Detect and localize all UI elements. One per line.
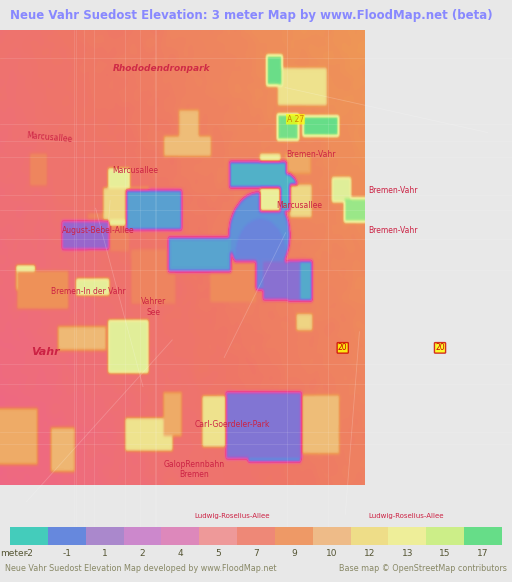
Text: Bremen-In der Vahr: Bremen-In der Vahr <box>51 288 126 296</box>
Text: Marcusallee: Marcusallee <box>113 165 159 175</box>
Text: Bremen-Vahr: Bremen-Vahr <box>369 186 418 195</box>
Text: Ludwig-Roselius-Allee: Ludwig-Roselius-Allee <box>369 513 444 519</box>
Text: 10: 10 <box>326 549 337 558</box>
Text: Base map © OpenStreetMap contributors: Base map © OpenStreetMap contributors <box>339 565 507 573</box>
FancyBboxPatch shape <box>161 527 199 545</box>
Text: 7: 7 <box>253 549 259 558</box>
Text: 20: 20 <box>338 343 348 352</box>
Text: 13: 13 <box>401 549 413 558</box>
FancyBboxPatch shape <box>86 527 124 545</box>
FancyBboxPatch shape <box>313 527 351 545</box>
Text: Neue Vahr Suedost Elevation: 3 meter Map by www.FloodMap.net (beta): Neue Vahr Suedost Elevation: 3 meter Map… <box>10 9 493 22</box>
FancyBboxPatch shape <box>10 527 48 545</box>
Text: Vahr: Vahr <box>31 347 59 357</box>
FancyBboxPatch shape <box>388 527 426 545</box>
Text: 12: 12 <box>364 549 375 558</box>
FancyBboxPatch shape <box>464 527 502 545</box>
Text: -1: -1 <box>62 549 72 558</box>
Text: Marcusallee: Marcusallee <box>26 131 72 144</box>
Text: 9: 9 <box>291 549 296 558</box>
Text: 17: 17 <box>477 549 488 558</box>
Text: Marcusallee: Marcusallee <box>276 201 323 210</box>
FancyBboxPatch shape <box>199 527 237 545</box>
Text: 5: 5 <box>216 549 221 558</box>
Text: GalopRennbahn
Bremen: GalopRennbahn Bremen <box>164 460 225 480</box>
FancyBboxPatch shape <box>237 527 275 545</box>
Text: Rhododendronpark: Rhododendronpark <box>113 64 210 73</box>
FancyBboxPatch shape <box>275 527 313 545</box>
Text: 4: 4 <box>178 549 183 558</box>
Text: Ludwig-Roselius-Allee: Ludwig-Roselius-Allee <box>195 513 270 519</box>
Text: 1: 1 <box>102 549 108 558</box>
Text: meter: meter <box>0 549 27 558</box>
Text: Bremen-Vahr: Bremen-Vahr <box>369 226 418 236</box>
Text: Vahrer
See: Vahrer See <box>141 297 166 317</box>
Text: August-Bebel-Allee: August-Bebel-Allee <box>61 226 134 236</box>
Text: 2: 2 <box>140 549 145 558</box>
FancyBboxPatch shape <box>426 527 464 545</box>
Text: Bremen-Vahr: Bremen-Vahr <box>287 150 336 159</box>
FancyBboxPatch shape <box>48 527 86 545</box>
Text: Carl-Goerdeler-Park: Carl-Goerdeler-Park <box>195 420 270 428</box>
FancyBboxPatch shape <box>351 527 388 545</box>
Text: -2: -2 <box>25 549 34 558</box>
Text: Neue Vahr Suedost Elevation Map developed by www.FloodMap.net: Neue Vahr Suedost Elevation Map develope… <box>5 565 276 573</box>
Text: 20: 20 <box>435 343 445 352</box>
Text: 15: 15 <box>439 549 451 558</box>
FancyBboxPatch shape <box>124 527 161 545</box>
Text: A 27: A 27 <box>287 115 304 124</box>
